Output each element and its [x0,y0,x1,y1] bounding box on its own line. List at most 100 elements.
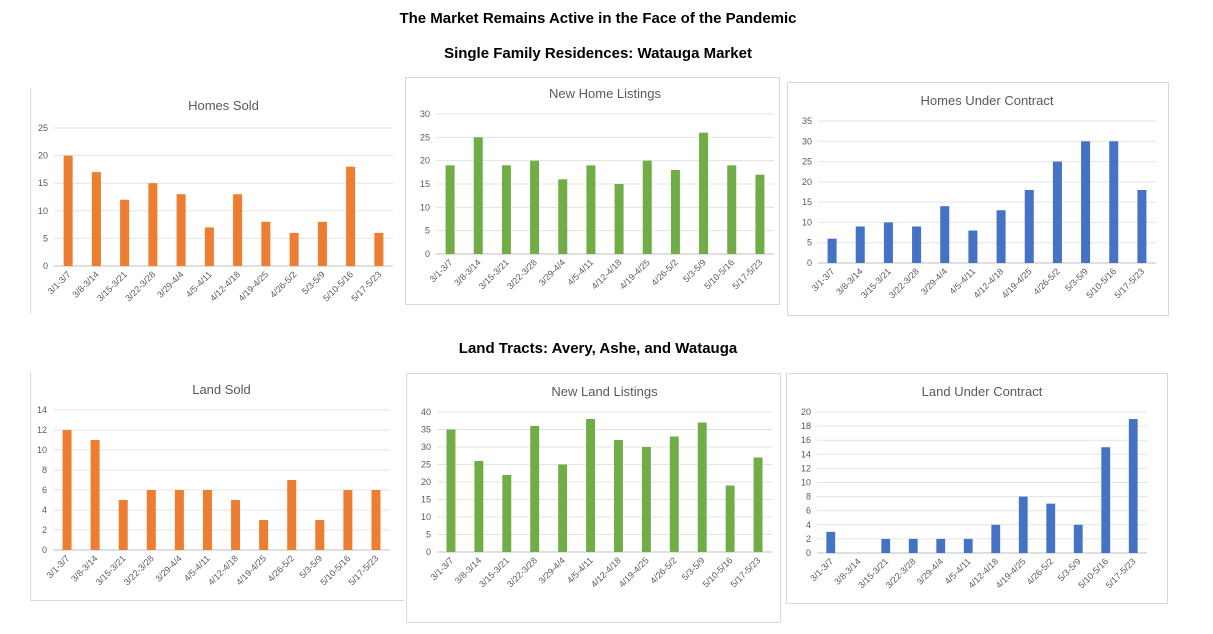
y-tick-label: 10 [37,445,47,455]
bar [174,490,184,550]
bar [614,184,624,254]
y-tick-label: 20 [38,151,48,161]
x-tick-label: 5/3-5/9 [1063,266,1090,293]
y-tick-label: 2 [42,525,47,535]
y-tick-label: 35 [421,425,431,435]
y-tick-label: 8 [806,492,811,502]
x-tick-label: 3/22-3/28 [123,269,157,303]
bar [146,490,156,550]
bar [1109,141,1119,263]
bar [641,447,651,552]
bar [968,230,978,263]
x-tick-label: 4/26-5/2 [1025,556,1055,586]
bar [202,490,212,550]
chart-new-land-listings-svg: New Land Listings 0 5 10 15 20 25 30 35 40 3/1-3/7… [421,384,772,589]
y-tick-label: 30 [802,136,812,146]
bar [287,480,297,550]
y-tick-label: 5 [43,233,48,243]
bar [231,500,241,550]
bar [699,132,709,254]
chart-land-under-contract: Land Under Contract 0 2 4 6 8 10 12 14 16 18 20 3/1-… [786,373,1168,604]
chart-homes-sold-svg: Homes Sold05101520253/1-3/73/8-3/143/15-… [38,98,393,303]
y-tick-label: 35 [802,116,812,126]
y-tick-label: 2 [806,534,811,544]
y-tick-label: 15 [421,495,431,505]
bar [586,419,596,552]
x-tick-label: 4/26-5/2 [268,269,298,299]
y-tick-label: 4 [806,520,811,530]
section-heading-single-family: Single Family Residences: Watauga Market [444,45,752,62]
x-tick-label: 4/26-5/2 [648,555,678,585]
x-tick-label: 5/3-5/9 [300,269,327,296]
x-tick-label: 4/26-5/2 [266,553,296,583]
y-tick-label: 25 [802,157,812,167]
y-tick-label: 15 [802,197,812,207]
y-tick-label: 25 [420,132,430,142]
y-tick-label: 4 [42,505,47,515]
x-tick-label: 3/29-4/4 [915,556,945,586]
y-tick-label: 10 [802,217,812,227]
x-tick-label: 4/19-4/25 [234,553,268,587]
section-heading-land-tracts: Land Tracts: Avery, Ashe, and Watauga [458,340,738,357]
y-tick-label: 18 [801,421,811,431]
x-tick-label: 3/29-4/4 [153,553,183,583]
x-tick-label: 4/26-5/2 [649,257,679,287]
x-tick-label: 3/22-3/28 [505,555,539,589]
bar [233,194,243,266]
y-tick-label: 16 [801,435,811,445]
y-tick-label: 0 [43,261,48,271]
y-tick-label: 25 [38,123,48,133]
bar [755,174,765,254]
y-tick-label: 10 [420,202,430,212]
bar [445,165,455,254]
y-tick-label: 14 [801,449,811,459]
x-tick-label: 5/17-5/23 [349,269,383,303]
x-tick-label: 5/3-5/9 [680,555,707,582]
x-tick-label: 4/19-4/25 [994,556,1028,590]
chart-new-home-listings: New Home Listings 0 5 10 15 20 25 30 3/1-3/7 3/8-… [405,77,780,305]
x-tick-label: 5/17-5/23 [728,555,762,589]
y-tick-label: 5 [426,530,431,540]
x-tick-label: 4/19-4/25 [236,269,270,303]
bar [289,232,299,266]
bar [90,440,100,550]
x-tick-label: 3/1-3/7 [808,556,835,583]
bar [473,137,483,254]
chart-title: New Home Listings [549,86,661,101]
bar [1128,419,1138,553]
chart-land-sold-svg: Land Sold024681012143/1-3/73/8-3/143/15-… [37,382,390,587]
x-tick-label: 3/29-4/4 [919,266,949,296]
y-tick-label: 20 [421,477,431,487]
bar [371,490,381,550]
chart-land-sold: Land Sold 0 2 4 6 8 10 12 14 3/1-3/7 3/8-3/14 3/15-… [30,372,404,601]
y-tick-label: 20 [802,177,812,187]
x-tick-label: 3/22-3/28 [884,556,918,590]
y-tick-label: 30 [421,442,431,452]
x-tick-label: 3/29-4/4 [155,269,185,299]
x-tick-label: 3/22-3/28 [505,257,539,291]
y-tick-label: 20 [801,407,811,417]
x-tick-label: 4/26-5/2 [1031,266,1061,296]
y-tick-label: 30 [420,109,430,119]
y-tick-label: 0 [807,258,812,268]
bar [881,538,891,553]
bar [1101,447,1111,553]
chart-homes-sold: Homes Sold 0 5 10 15 20 25 3/1-3/7 3/8-3/14 3/15-… [30,88,398,314]
bar [991,524,1001,553]
bar [317,221,327,266]
x-tick-label: 4/19-4/25 [1000,266,1034,300]
bar [346,166,356,266]
y-tick-label: 40 [421,407,431,417]
bar [753,457,763,552]
bar [374,232,384,266]
x-tick-label: 4/19-4/25 [617,555,651,589]
x-tick-label: 3/22-3/28 [887,266,921,300]
bar [963,538,973,553]
bar [908,538,918,553]
y-tick-label: 10 [38,206,48,216]
bar [670,170,680,254]
bar [62,430,72,550]
chart-title: Land Under Contract [922,384,1043,399]
bar [697,422,707,552]
bar [669,436,679,552]
